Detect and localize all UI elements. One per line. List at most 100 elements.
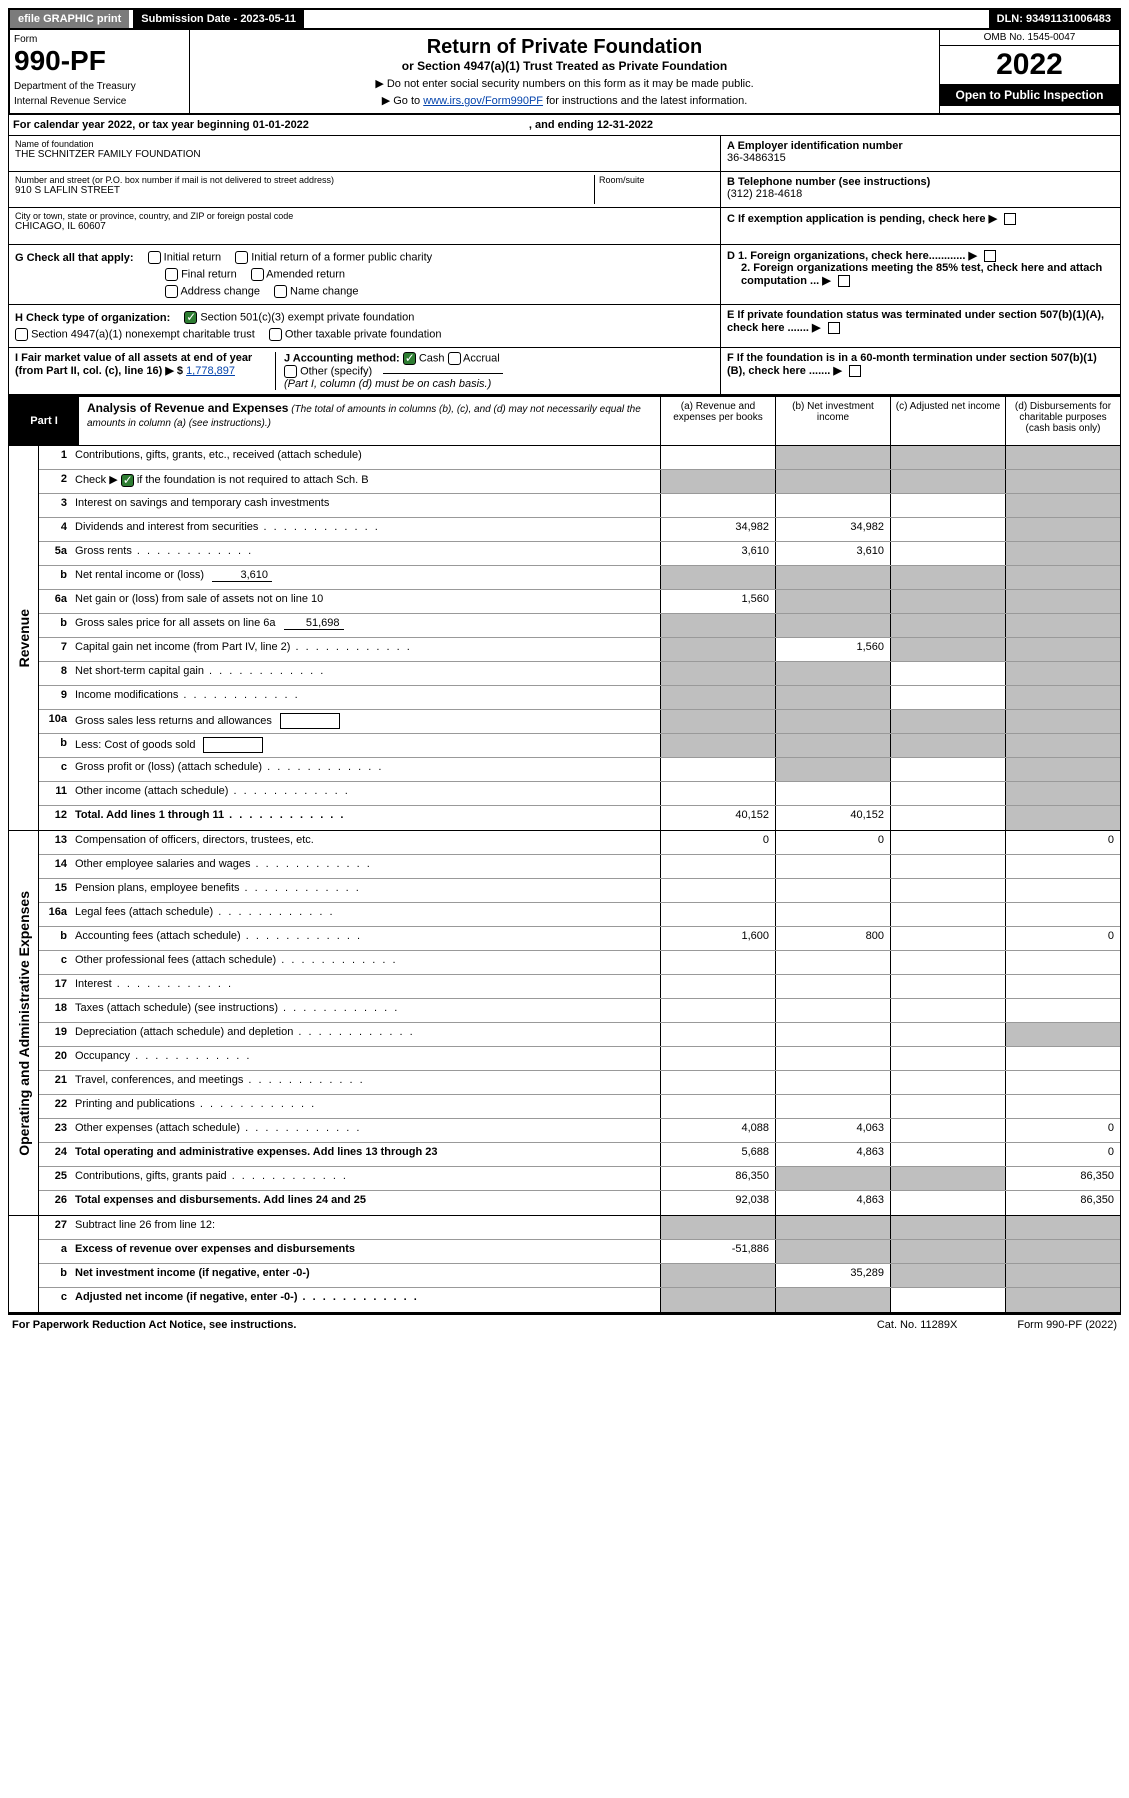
line27: Subtract line 26 from line 12: — [71, 1216, 660, 1239]
goto-note: ▶ Go to www.irs.gov/Form990PF for instru… — [196, 94, 933, 107]
col-b-hdr: (b) Net investment income — [775, 397, 890, 445]
info-block: Name of foundation THE SCHNITZER FAMILY … — [8, 136, 1121, 245]
cash-checkbox[interactable] — [403, 352, 416, 365]
line2: Check ▶ if the foundation is not require… — [71, 470, 660, 493]
line20: Occupancy — [71, 1047, 660, 1070]
other-method-checkbox[interactable] — [284, 365, 297, 378]
form-number: 990-PF — [14, 45, 185, 77]
addr-label: Number and street (or P.O. box number if… — [15, 175, 594, 185]
section-g-d: G Check all that apply: Initial return I… — [8, 245, 1121, 305]
g-label: G Check all that apply: — [15, 252, 134, 264]
line16b: Accounting fees (attach schedule) — [71, 927, 660, 950]
line24: Total operating and administrative expen… — [71, 1143, 660, 1166]
expenses-side: Operating and Administrative Expenses — [16, 891, 32, 1156]
expenses-table: Operating and Administrative Expenses 13… — [8, 831, 1121, 1216]
form-header: Form 990-PF Department of the Treasury I… — [8, 30, 1121, 115]
j-label: J Accounting method: — [284, 352, 400, 364]
d2-checkbox[interactable] — [838, 275, 850, 287]
line13: Compensation of officers, directors, tru… — [71, 831, 660, 854]
4947-checkbox[interactable] — [15, 328, 28, 341]
col-c-hdr: (c) Adjusted net income — [890, 397, 1005, 445]
revenue-side: Revenue — [16, 609, 32, 667]
ein: 36-3486315 — [727, 152, 1114, 164]
part1-header: Part I Analysis of Revenue and Expenses … — [8, 395, 1121, 446]
line11: Other income (attach schedule) — [71, 782, 660, 805]
line6a: Net gain or (loss) from sale of assets n… — [71, 590, 660, 613]
room-label: Room/suite — [599, 175, 714, 185]
foundation-name: THE SCHNITZER FAMILY FOUNDATION — [15, 149, 714, 160]
e-checkbox[interactable] — [828, 322, 840, 334]
form-title: Return of Private Foundation — [196, 36, 933, 59]
form-link[interactable]: www.irs.gov/Form990PF — [423, 95, 543, 107]
exemption-label: C If exemption application is pending, c… — [727, 213, 986, 225]
line7: Capital gain net income (from Part IV, l… — [71, 638, 660, 661]
phone: (312) 218-4618 — [727, 188, 1114, 200]
d2-label: 2. Foreign organizations meeting the 85%… — [741, 262, 1102, 287]
line9: Income modifications — [71, 686, 660, 709]
efile-btn[interactable]: efile GRAPHIC print — [10, 10, 129, 28]
fmv[interactable]: 1,778,897 — [186, 365, 235, 377]
form-ref: Form 990-PF (2022) — [1017, 1319, 1117, 1331]
f-checkbox[interactable] — [849, 365, 861, 377]
address-change-checkbox[interactable] — [165, 285, 178, 298]
line8: Net short-term capital gain — [71, 662, 660, 685]
form-subtitle: or Section 4947(a)(1) Trust Treated as P… — [196, 59, 933, 73]
line16c: Other professional fees (attach schedule… — [71, 951, 660, 974]
initial-return-checkbox[interactable] — [148, 251, 161, 264]
schb-checkbox[interactable] — [121, 474, 134, 487]
address: 910 S LAFLIN STREET — [15, 185, 594, 196]
other-taxable-checkbox[interactable] — [269, 328, 282, 341]
line21: Travel, conferences, and meetings — [71, 1071, 660, 1094]
calendar-year: For calendar year 2022, or tax year begi… — [8, 115, 1121, 136]
exemption-checkbox[interactable] — [1004, 213, 1016, 225]
footer: For Paperwork Reduction Act Notice, see … — [8, 1313, 1121, 1335]
amended-checkbox[interactable] — [251, 268, 264, 281]
open-public: Open to Public Inspection — [940, 84, 1119, 106]
line27c: Adjusted net income (if negative, enter … — [71, 1288, 660, 1312]
line19: Depreciation (attach schedule) and deple… — [71, 1023, 660, 1046]
section-h-e: H Check type of organization: Section 50… — [8, 305, 1121, 348]
submission-date: Submission Date - 2023-05-11 — [133, 10, 304, 28]
ssn-note: ▶ Do not enter social security numbers o… — [196, 77, 933, 90]
ein-label: A Employer identification number — [727, 140, 1114, 152]
line15: Pension plans, employee benefits — [71, 879, 660, 902]
dept: Department of the Treasury — [14, 81, 185, 92]
h-label: H Check type of organization: — [15, 312, 170, 324]
line17: Interest — [71, 975, 660, 998]
name-change-checkbox[interactable] — [274, 285, 287, 298]
line3: Interest on savings and temporary cash i… — [71, 494, 660, 517]
line6b: Gross sales price for all assets on line… — [71, 614, 660, 637]
line5a: Gross rents — [71, 542, 660, 565]
line16a: Legal fees (attach schedule) — [71, 903, 660, 926]
d1-checkbox[interactable] — [984, 250, 996, 262]
col-d-hdr: (d) Disbursements for charitable purpose… — [1005, 397, 1120, 445]
final-return-checkbox[interactable] — [165, 268, 178, 281]
dln: DLN: 93491131006483 — [989, 10, 1119, 28]
d1-label: D 1. Foreign organizations, check here..… — [727, 250, 965, 262]
section-ijf: I Fair market value of all assets at end… — [8, 348, 1121, 395]
paperwork-notice: For Paperwork Reduction Act Notice, see … — [12, 1319, 296, 1331]
e-label: E If private foundation status was termi… — [727, 309, 1104, 334]
omb: OMB No. 1545-0047 — [940, 30, 1119, 46]
line10a: Gross sales less returns and allowances — [71, 710, 660, 733]
initial-public-checkbox[interactable] — [235, 251, 248, 264]
part1-label: Part I — [9, 397, 79, 445]
line12: Total. Add lines 1 through 11 — [71, 806, 660, 830]
line4: Dividends and interest from securities — [71, 518, 660, 541]
top-bar: efile GRAPHIC print Submission Date - 20… — [8, 8, 1121, 30]
phone-label: B Telephone number (see instructions) — [727, 176, 1114, 188]
cat-no: Cat. No. 11289X — [877, 1319, 958, 1331]
line23: Other expenses (attach schedule) — [71, 1119, 660, 1142]
line27-block: 27Subtract line 26 from line 12: aExcess… — [8, 1216, 1121, 1313]
city-label: City or town, state or province, country… — [15, 211, 714, 221]
irs: Internal Revenue Service — [14, 96, 185, 107]
501c3-checkbox[interactable] — [184, 311, 197, 324]
accrual-checkbox[interactable] — [448, 352, 461, 365]
line14: Other employee salaries and wages — [71, 855, 660, 878]
tax-year: 2022 — [940, 46, 1119, 84]
name-label: Name of foundation — [15, 139, 714, 149]
col-a-hdr: (a) Revenue and expenses per books — [660, 397, 775, 445]
form-label: Form — [14, 34, 185, 45]
f-label: F If the foundation is in a 60-month ter… — [727, 352, 1097, 377]
line27a: Excess of revenue over expenses and disb… — [71, 1240, 660, 1263]
